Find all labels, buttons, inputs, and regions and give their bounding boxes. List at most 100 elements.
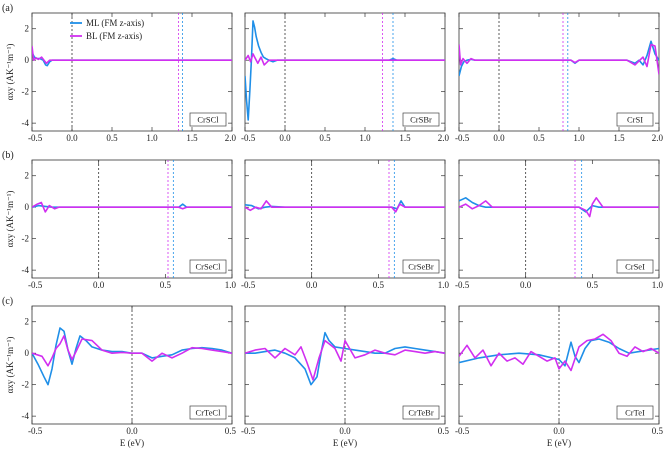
material-label: CrTeI: [625, 408, 645, 418]
series-line-ml: [245, 331, 445, 386]
series-line-bl: [245, 200, 445, 213]
material-label: CrTeCl: [196, 408, 222, 418]
material-label-box: [616, 112, 654, 127]
series-line-ml: [32, 51, 232, 67]
y-tick-label: -4: [22, 411, 30, 421]
panel-crsecl: 2 0 -2 -4 -0.5 0.0 0.5 1.0 CrSeCl αxy (AK⁻¹m⁻¹): [5, 159, 237, 290]
series-line-bl: [459, 43, 659, 75]
row-label: (a): [2, 3, 13, 14]
x-tick-label: -0.5: [455, 426, 470, 436]
y-axis-label: αxy (AK⁻¹m⁻¹): [5, 44, 15, 101]
y-tick-label: 0: [25, 202, 30, 212]
x-tick-label: -0.5: [28, 280, 43, 290]
x-tick-label: 1.0: [225, 280, 237, 290]
x-tick-label: 0.0: [279, 133, 291, 143]
row-label: (c): [2, 296, 13, 307]
series-line-ml: [32, 327, 232, 386]
material-label: CrSCl: [197, 115, 219, 125]
x-tick-label: 1.0: [359, 133, 371, 143]
series-line-bl: [245, 339, 445, 381]
y-tick-label: -4: [22, 265, 30, 275]
series-line-bl: [32, 335, 232, 367]
series-line-ml: [459, 40, 659, 77]
x-tick-label: 1.5: [613, 133, 625, 143]
x-tick-label: -0.5: [241, 133, 256, 143]
material-label: CrSeCl: [195, 262, 221, 272]
x-tick-label: 1.0: [438, 280, 450, 290]
x-tick-label: 0.5: [160, 280, 172, 290]
x-tick-label: 2.0: [652, 133, 664, 143]
material-label-box: [402, 112, 440, 127]
material-label-box: [402, 405, 440, 420]
x-tick-label: 1.5: [186, 133, 198, 143]
panel-crsi: -0.5 0.0 0.5 1.0 1.5 2.0 CrSI: [455, 12, 664, 143]
y-tick-label: 2: [25, 24, 30, 34]
y-axis-label: αxy (AK⁻¹m⁻¹): [5, 191, 15, 248]
panel-frame: [458, 159, 660, 279]
x-axis-label: E (eV): [333, 438, 357, 448]
x-tick-label: 2.0: [225, 133, 237, 143]
panel-crsebr: -0.5 0.0 0.5 1.0 CrSeBr: [241, 159, 450, 290]
series-line-bl: [459, 197, 659, 218]
material-label: CrSeBr: [408, 262, 434, 272]
x-tick-label: 0.5: [438, 426, 450, 436]
x-tick-label: 0.0: [126, 426, 138, 436]
panel-frame: [244, 159, 446, 279]
x-tick-label: 1.5: [399, 133, 411, 143]
material-label: CrSBr: [410, 115, 432, 125]
y-axis-label: αxy (AK⁻¹m⁻¹): [5, 337, 15, 394]
x-tick-label: -0.5: [455, 133, 470, 143]
x-tick-label: -0.5: [241, 280, 256, 290]
x-tick-label: 0.5: [587, 280, 599, 290]
panel-crtei: -0.5 0.0 0.5 CrTeI E (eV): [455, 305, 664, 448]
legend-label-ml: ML (FM z-axis): [86, 18, 144, 28]
x-axis-label: E (eV): [120, 438, 144, 448]
legend-label-bl: BL (FM z-axis): [86, 31, 142, 41]
x-tick-label: 0.0: [493, 133, 505, 143]
x-tick-label: 0.0: [306, 280, 318, 290]
panel-crsei: -0.5 0.0 0.5 1.0 CrSeI: [455, 159, 664, 290]
x-tick-label: 0.5: [652, 426, 664, 436]
x-tick-label: -0.5: [28, 133, 43, 143]
material-label-box: [189, 405, 227, 420]
x-tick-label: 0.5: [373, 280, 385, 290]
series-line-bl: [32, 45, 232, 65]
y-tick-label: -4: [22, 118, 30, 128]
x-tick-label: 0.5: [106, 133, 118, 143]
x-tick-label: 2.0: [438, 133, 450, 143]
y-tick-label: -2: [22, 234, 30, 244]
panel-frame: [244, 12, 446, 132]
row-label: (b): [2, 150, 14, 161]
material-label: CrSI: [627, 115, 643, 125]
y-tick-label: 0: [25, 348, 30, 358]
panel-crsbr: -0.5 0.0 0.5 1.0 1.5 2.0 CrSBr: [241, 12, 450, 143]
series-line-bl: [32, 201, 232, 213]
material-label: CrTeBr: [408, 408, 434, 418]
x-tick-label: 0.5: [225, 426, 237, 436]
y-tick-label: 2: [25, 317, 30, 327]
x-tick-label: -0.5: [28, 426, 43, 436]
x-tick-label: 0.0: [66, 133, 78, 143]
x-tick-label: -0.5: [455, 280, 470, 290]
x-tick-label: 1.0: [573, 133, 585, 143]
series-line-bl: [459, 333, 659, 372]
legend: ML (FM z-axis) BL (FM z-axis): [70, 18, 144, 41]
material-label-box: [189, 259, 227, 274]
material-label-box: [616, 405, 654, 420]
x-tick-label: 0.5: [319, 133, 331, 143]
series-line-bl: [245, 53, 445, 66]
material-label: CrSeI: [625, 262, 645, 272]
x-tick-label: 0.0: [520, 280, 532, 290]
panel-frame: [31, 12, 233, 132]
y-tick-label: -2: [22, 380, 30, 390]
x-tick-label: 0.0: [339, 426, 351, 436]
x-tick-label: 0.5: [533, 133, 545, 143]
x-tick-label: 0.0: [553, 426, 565, 436]
y-tick-label: 0: [25, 55, 30, 65]
panel-crtebr: -0.5 0.0 0.5 CrTeBr E (eV): [241, 305, 450, 448]
x-tick-label: 1.0: [652, 280, 664, 290]
panel-crscl: 2 0 -2 -4 -0.5 0.0 0.5 1.0 1.5 2.0 CrSCl αxy (AK⁻¹m…: [5, 12, 237, 143]
material-label-box: [189, 112, 227, 127]
material-label-box: [616, 259, 654, 274]
